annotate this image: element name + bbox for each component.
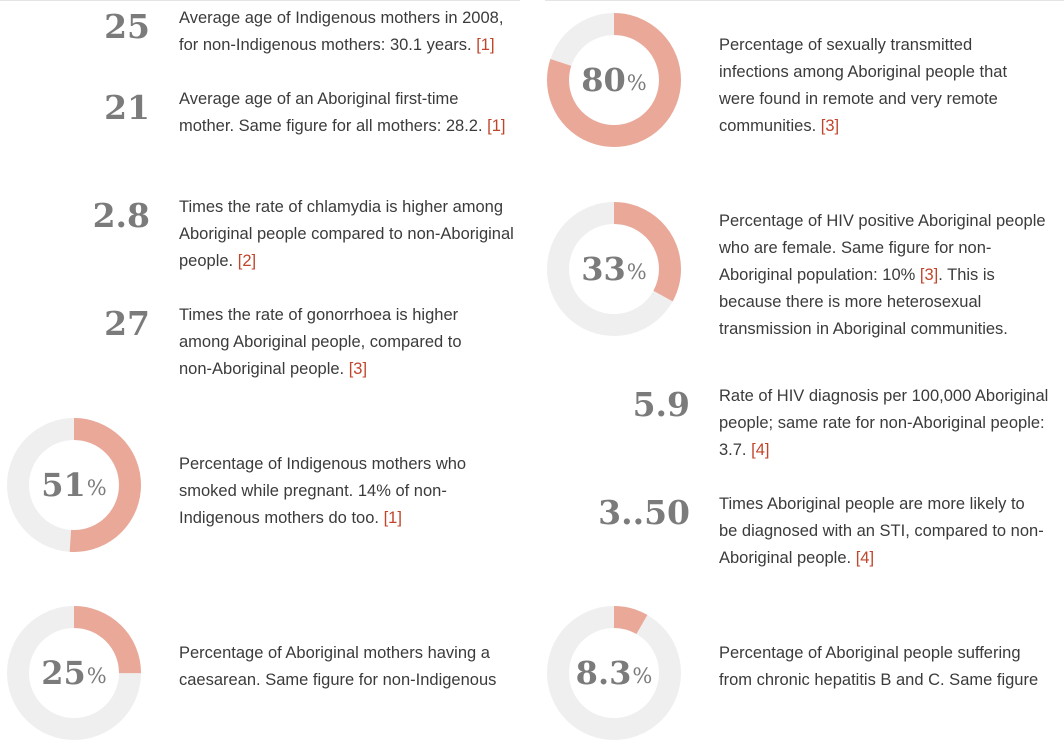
stat-figure: 2.8 [92,196,150,235]
stat-figure: 27 [104,304,150,343]
donut-chart [547,202,681,336]
stat-description: Percentage of Aboriginal mothers having … [179,644,497,689]
donut-label: 80% [581,61,647,99]
stat-description: Average age of Indigenous mothers in 200… [179,9,504,54]
donut-arc [547,606,681,740]
donut-arc [547,13,681,147]
stat-description: Times the rate of chlamydia is higher am… [179,198,514,270]
donut-arc [547,202,681,336]
stat-figure: 3..50 [598,493,690,532]
top-divider-left [0,0,520,1]
stat-figure: 25 [104,7,150,46]
reference-link[interactable]: [1] [476,36,495,54]
reference-link[interactable]: [4] [855,549,875,567]
stat-description: Percentage of sexually transmitted infec… [719,36,1008,135]
stat-figure: 5.9 [632,385,690,424]
reference-link[interactable]: [1] [487,117,506,135]
reference-link[interactable]: [1] [383,509,402,527]
top-divider-right [545,0,1064,1]
stat-description: Percentage of Indigenous mothers who smo… [179,455,467,527]
stat-figure: 21 [104,88,150,127]
stat-description: Rate of HIV diagnosis per 100,000 Aborig… [719,387,1049,459]
reference-link[interactable]: [3] [348,360,368,378]
stat-description: Percentage of HIV positive Aboriginal pe… [719,212,1046,338]
reference-link[interactable]: [3] [919,266,939,284]
donut-svg [547,202,681,336]
donut-chart [547,13,681,147]
reference-link[interactable]: [2] [237,252,257,270]
reference-link[interactable]: [4] [751,441,770,459]
donut-arc [7,418,141,552]
reference-link[interactable]: [3] [820,117,840,135]
donut-svg [547,13,681,147]
stat-description: Times Aboriginal people are more likely … [719,495,1044,567]
stat-description: Times the rate of gonorrhoea is higher a… [179,306,462,378]
donut-arc [7,606,141,740]
donut-label: 51% [41,466,107,504]
donut-label: 8.3% [575,654,653,692]
stat-description: Percentage of Aboriginal people sufferin… [719,644,1039,689]
donut-svg [7,418,141,552]
donut-label: 25% [41,654,107,692]
stat-description: Average age of an Aboriginal first-time … [179,90,506,135]
donut-chart [7,418,141,552]
donut-label: 33% [581,250,647,288]
